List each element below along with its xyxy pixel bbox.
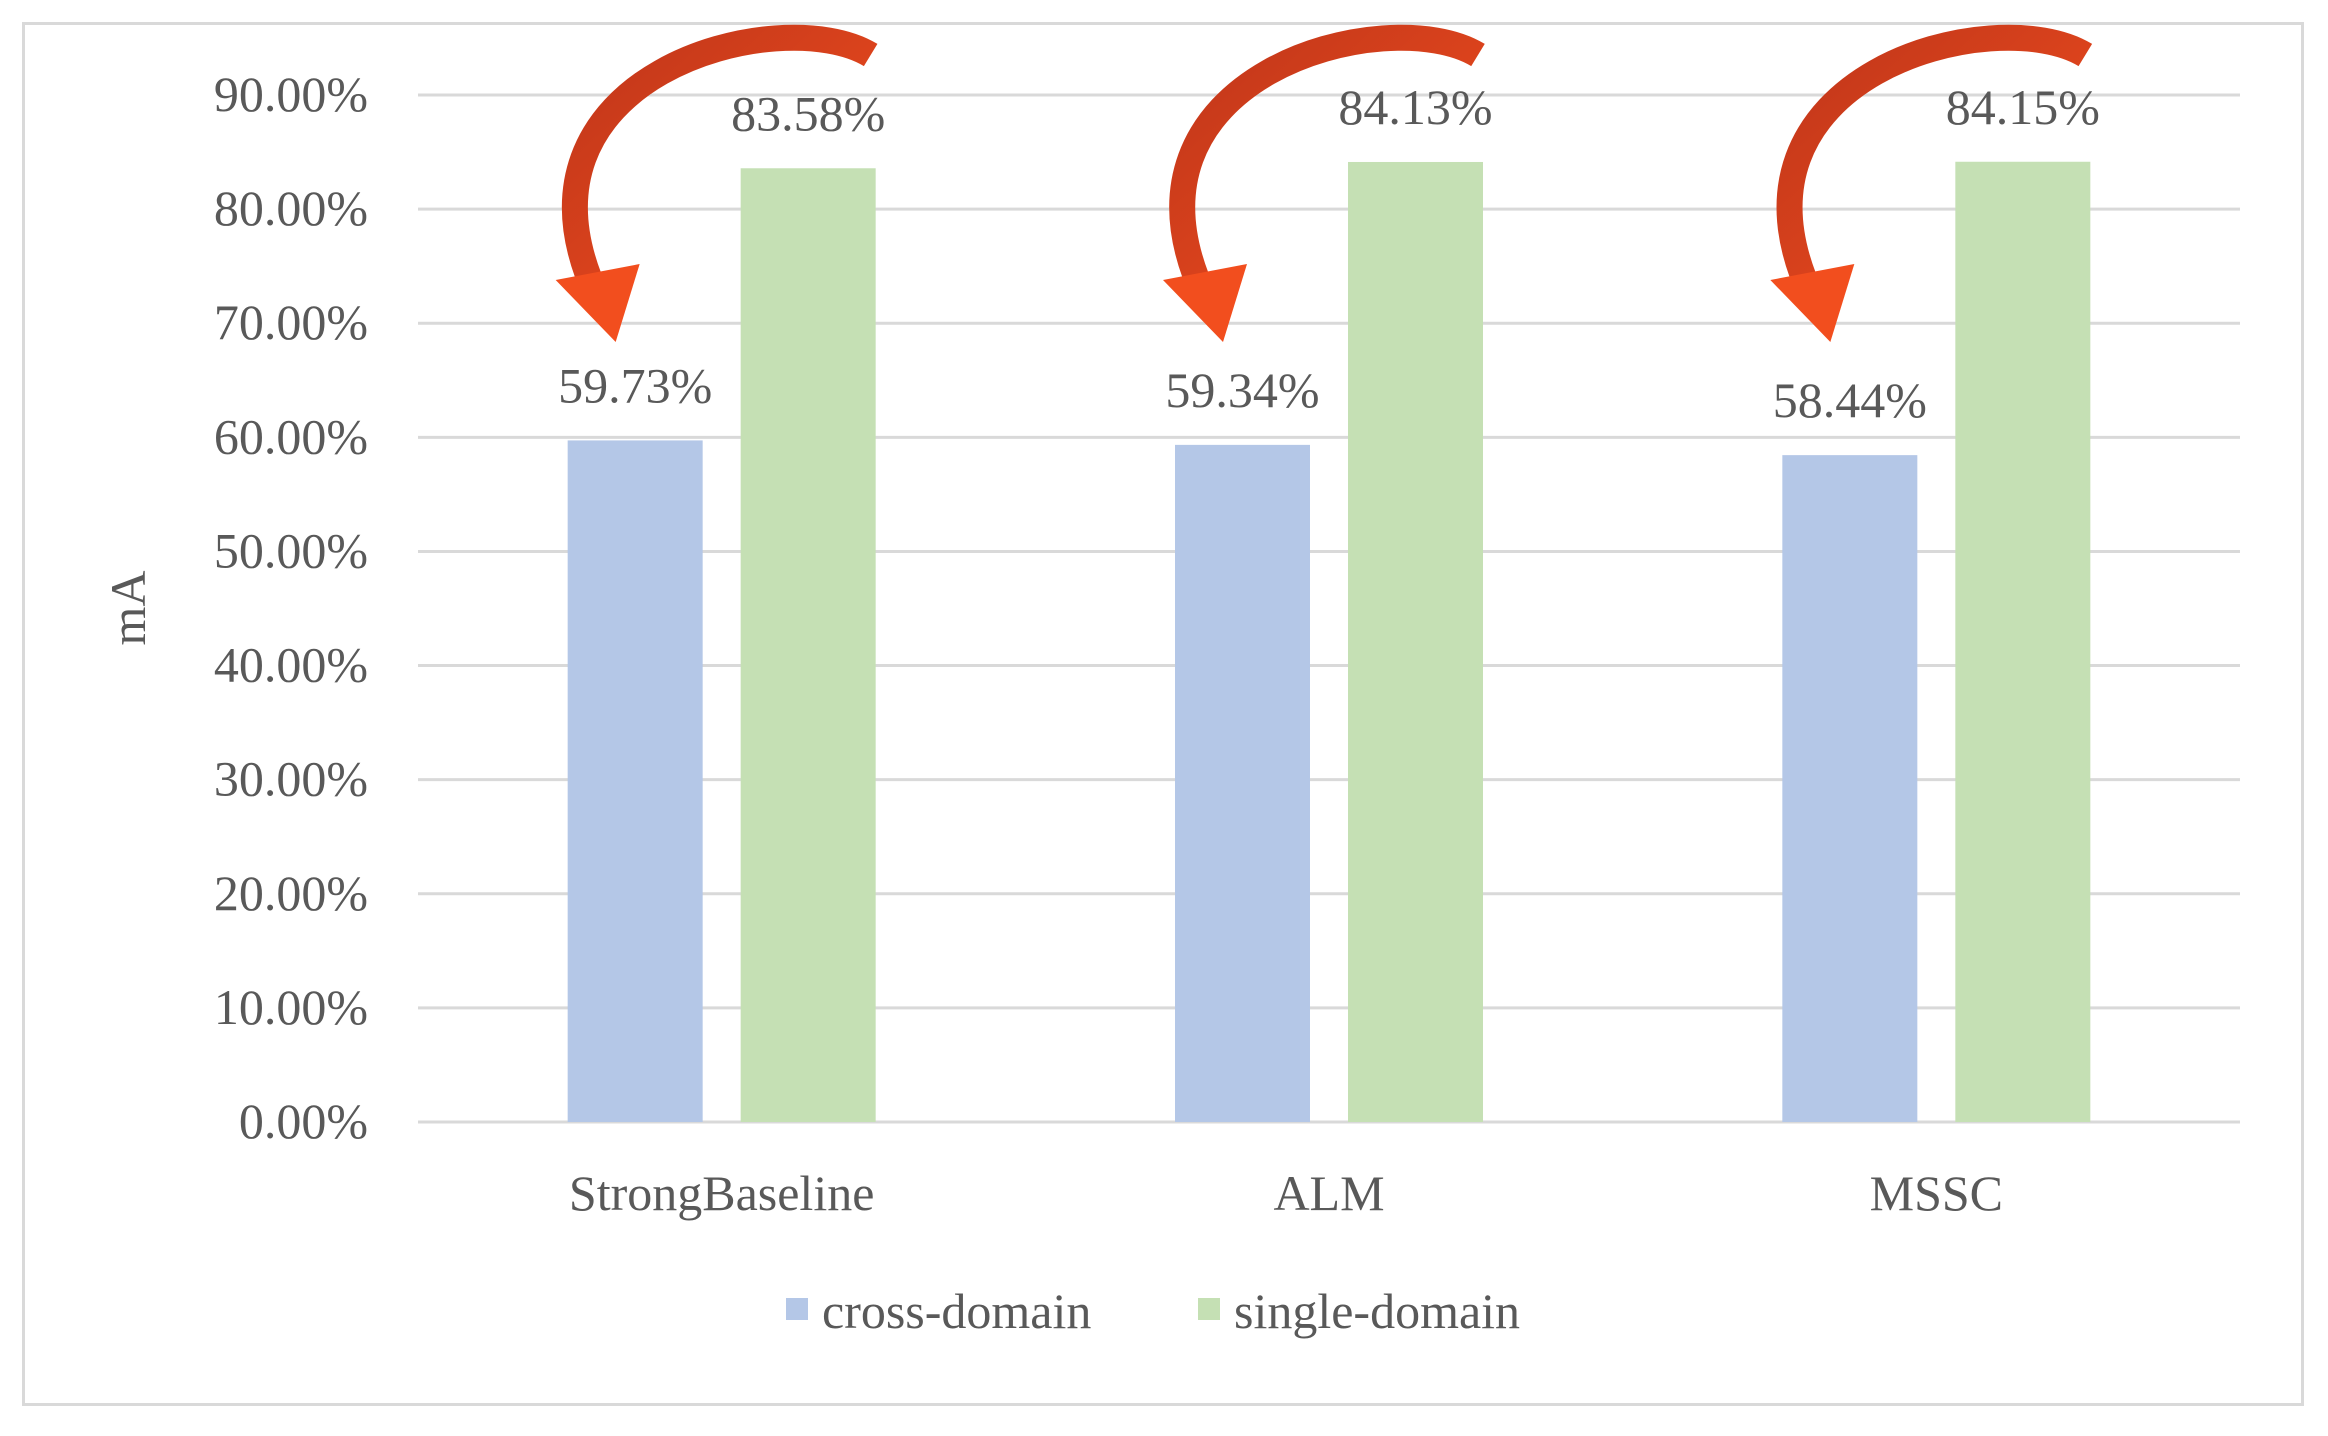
y-tick-label: 80.00% (214, 180, 368, 236)
legend-swatch (786, 1298, 808, 1320)
arrow-shaft (1776, 24, 2093, 304)
y-tick-label: 50.00% (214, 522, 368, 578)
legend-label: single-domain (1234, 1283, 1520, 1339)
y-tick-label: 20.00% (214, 865, 368, 921)
y-tick-label: 70.00% (214, 294, 368, 350)
arrow-head (555, 264, 640, 342)
x-axis-ticks: StrongBaseline ALM MSSC (569, 1165, 2003, 1221)
x-tick-label: MSSC (1870, 1165, 2003, 1221)
legend: cross-domain single-domain (786, 1283, 1520, 1339)
bar-cross-domain (567, 440, 703, 1123)
bar-single-domain (1348, 161, 1483, 1122)
legend-label: cross-domain (822, 1283, 1091, 1339)
x-tick-label: ALM (1273, 1165, 1384, 1221)
y-tick-label: 40.00% (214, 637, 368, 693)
arrow-shaft (561, 24, 878, 304)
bar-single-domain (740, 168, 876, 1122)
y-tick-label: 60.00% (214, 408, 368, 464)
data-labels: 59.73% 83.58% 59.34% 84.13% 58.44% 84.15% (558, 79, 2100, 428)
data-label: 84.13% (1338, 79, 1492, 135)
bars (567, 161, 2091, 1123)
data-label: 58.44% (1773, 372, 1927, 428)
bar-cross-domain (1175, 444, 1310, 1123)
annotation-arrows (555, 24, 2093, 342)
data-label: 59.34% (1165, 362, 1319, 418)
data-label: 84.15% (1946, 79, 2100, 135)
data-label: 59.73% (558, 357, 712, 413)
bar-single-domain (1955, 161, 2091, 1122)
y-axis-ticks: 0.00% 10.00% 20.00% 30.00% 40.00% 50.00% 60.00… (214, 66, 368, 1149)
y-tick-label: 10.00% (214, 979, 368, 1035)
arrow-head (1770, 264, 1855, 342)
legend-swatch (1198, 1298, 1220, 1320)
x-tick-label: StrongBaseline (569, 1165, 875, 1221)
y-tick-label: 30.00% (214, 751, 368, 807)
gridlines (418, 93, 2240, 1124)
chart-frame (22, 22, 2304, 1406)
arrow-head (1163, 264, 1247, 342)
data-label: 83.58% (731, 85, 885, 141)
y-axis-label: mA (100, 571, 156, 646)
bar-cross-domain (1782, 455, 1918, 1123)
y-tick-label: 90.00% (214, 66, 368, 122)
y-tick-label: 0.00% (239, 1093, 368, 1149)
arrow-shaft (1169, 24, 1485, 304)
